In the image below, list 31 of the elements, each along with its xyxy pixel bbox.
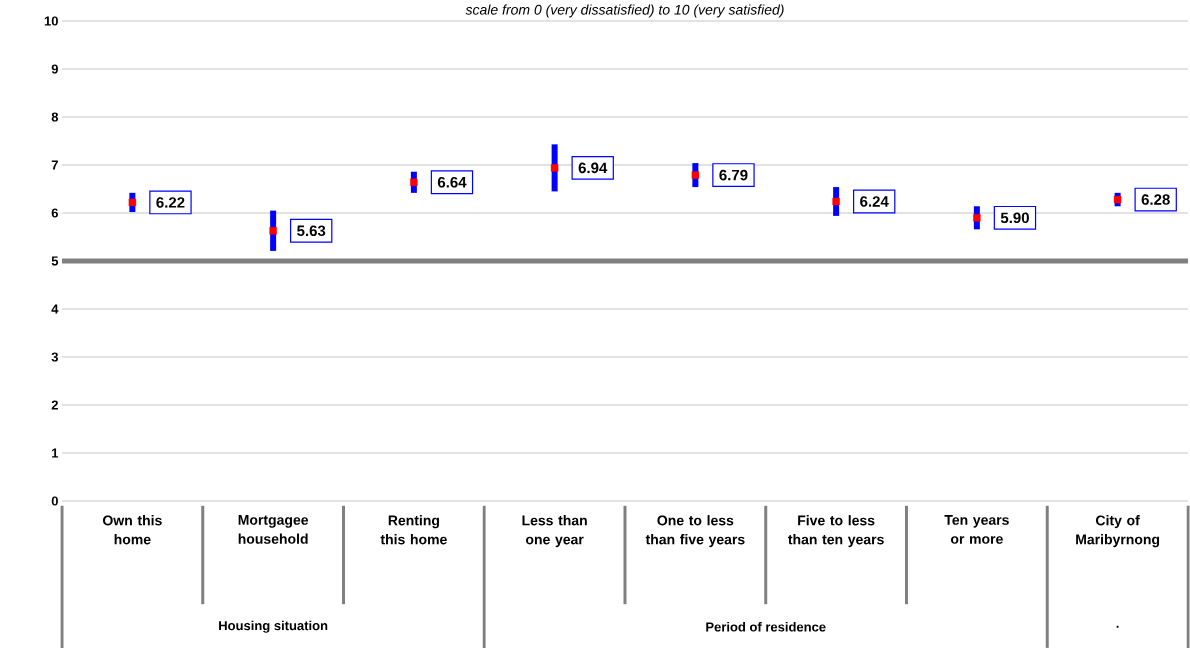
y-tick-label: 9 xyxy=(51,64,58,74)
y-tick-label: 5 xyxy=(51,256,59,266)
y-tick-label: 0 xyxy=(51,496,58,506)
data-label: 6.94 xyxy=(578,162,608,174)
data-label: 6.79 xyxy=(719,169,748,181)
x-tick-label: Mortgagee household xyxy=(238,515,309,544)
y-tick-label: 1 xyxy=(52,448,59,458)
data-label: 6.22 xyxy=(156,197,185,208)
data-label: 5.90 xyxy=(1000,212,1029,224)
y-tick-label: 10 xyxy=(44,16,58,26)
text: Housing situation xyxy=(219,620,328,633)
x-tick-label: Own this home xyxy=(103,515,162,545)
x-tick-label: Renting this home xyxy=(380,515,447,545)
x-tick-label: Less than one year xyxy=(522,515,587,548)
y-tick-label: 6 xyxy=(51,208,58,218)
chart-subtitle: scale from 0 (very dissatisfied) to 10 (very satisfied) xyxy=(465,4,784,18)
x-tick-label: Ten years or more xyxy=(944,515,1009,544)
x-tick-label: City of Maribyrnong xyxy=(1076,515,1160,548)
y-tick-label: 4 xyxy=(51,304,59,314)
data-label: 6.24 xyxy=(860,196,889,207)
text: Period of residence xyxy=(706,621,826,632)
y-tick-label: 2 xyxy=(51,400,58,410)
data-label: 6.28 xyxy=(1141,194,1170,205)
data-label: 5.63 xyxy=(297,225,326,237)
text: . xyxy=(1116,625,1119,628)
x-tick-label: Five to less than ten years xyxy=(788,515,884,548)
y-tick-label: 3 xyxy=(51,352,58,362)
y-tick-label: 7 xyxy=(51,160,58,170)
data-label: 6.64 xyxy=(437,176,467,188)
y-tick-label: 8 xyxy=(51,112,59,122)
x-tick-label: One to less than five years xyxy=(645,515,745,548)
